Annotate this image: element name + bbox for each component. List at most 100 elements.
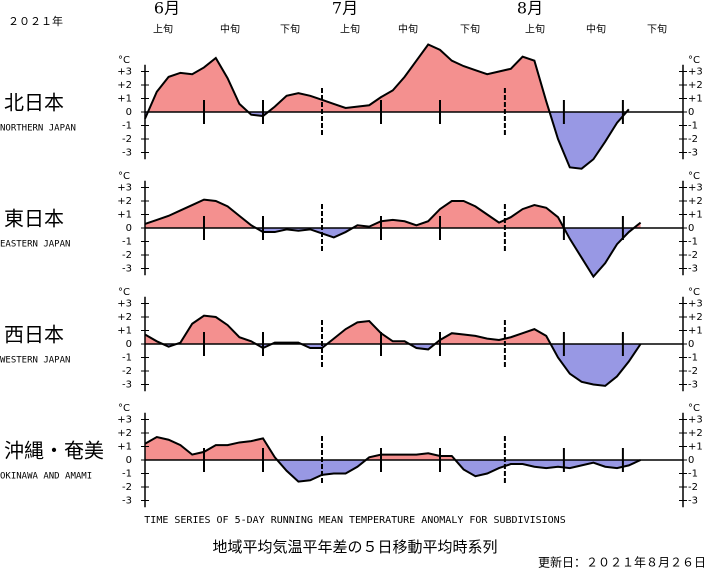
y-tick-label: -3	[688, 380, 698, 391]
y-tick-label: 0	[688, 107, 694, 118]
y-tick-label: +3	[688, 415, 703, 426]
y-tick-label: 0	[126, 339, 132, 350]
period-label: 中旬	[220, 23, 240, 36]
month-label: 7月	[332, 0, 358, 18]
y-tick-label: +2	[688, 312, 703, 323]
period-label: 中旬	[398, 23, 418, 36]
footer-english: TIME SERIES OF 5-DAY RUNNING MEAN TEMPER…	[144, 515, 565, 526]
year-label: ２０２１年	[8, 14, 63, 28]
y-tick-label: -1	[688, 469, 698, 480]
updated-date: 更新日：２０２１年８月２６日	[538, 555, 706, 570]
y-tick-label: +1	[117, 326, 132, 337]
region-subtitle: NORTHERN JAPAN	[0, 124, 76, 134]
y-tick-label: -2	[688, 482, 698, 493]
footer-japanese: 地域平均気温平年差の５日移動平均時系列	[212, 538, 497, 556]
unit-label: °C	[688, 287, 700, 298]
y-tick-label: +1	[117, 442, 132, 453]
region-subtitle: EASTERN JAPAN	[0, 240, 70, 250]
y-tick-label: -2	[122, 366, 132, 377]
y-tick-label: -2	[688, 366, 698, 377]
anomaly-area-pos	[145, 199, 641, 228]
y-tick-label: -1	[688, 353, 698, 364]
y-tick-label: -1	[122, 121, 132, 132]
y-tick-label: -1	[688, 237, 698, 248]
y-tick-label: -3	[122, 148, 132, 159]
y-tick-label: +3	[117, 415, 132, 426]
y-tick-label: 0	[688, 339, 694, 350]
y-tick-label: +3	[688, 299, 703, 310]
y-tick-label: -1	[122, 353, 132, 364]
y-tick-label: 0	[126, 107, 132, 118]
unit-label: °C	[118, 55, 130, 66]
y-tick-label: -2	[688, 134, 698, 145]
y-tick-label: +1	[688, 94, 703, 105]
y-tick-label: -3	[688, 148, 698, 159]
period-label: 中旬	[586, 23, 606, 36]
y-tick-label: +3	[117, 299, 132, 310]
unit-label: °C	[688, 55, 700, 66]
y-tick-label: -1	[122, 237, 132, 248]
y-tick-label: +2	[117, 312, 132, 323]
y-tick-label: +3	[688, 67, 703, 78]
anomaly-line	[144, 435, 642, 483]
y-tick-label: +3	[117, 67, 132, 78]
y-tick-label: +3	[688, 183, 703, 194]
y-tick-label: 0	[126, 223, 132, 234]
y-tick-label: -3	[122, 380, 132, 391]
y-tick-label: +3	[117, 183, 132, 194]
anomaly-area-neg	[145, 112, 629, 169]
y-tick-label: +1	[688, 210, 703, 221]
unit-label: °C	[688, 171, 700, 182]
period-label: 下旬	[647, 23, 667, 36]
period-label: 下旬	[460, 23, 480, 36]
anomaly-line	[144, 43, 630, 170]
y-tick-label: 0	[126, 455, 132, 466]
period-label: 上旬	[525, 23, 545, 36]
y-tick-label: -3	[122, 496, 132, 507]
region-title: 東日本	[4, 207, 64, 231]
y-tick-label: +2	[688, 80, 703, 91]
y-tick-label: 0	[688, 223, 694, 234]
y-tick-label: +2	[688, 196, 703, 207]
period-label: 下旬	[280, 23, 300, 36]
region-title: 北日本	[4, 91, 64, 115]
unit-label: °C	[688, 403, 700, 414]
anomaly-area-neg	[145, 460, 641, 482]
y-tick-label: 0	[688, 455, 694, 466]
y-tick-label: -3	[688, 496, 698, 507]
y-tick-label: +2	[117, 80, 132, 91]
y-tick-label: -3	[122, 264, 132, 275]
month-label: 8月	[517, 0, 543, 18]
unit-label: °C	[118, 287, 130, 298]
anomaly-area-pos	[145, 437, 641, 460]
anomaly-line	[144, 314, 642, 387]
region-title: 沖縄・奄美	[4, 439, 104, 463]
y-tick-label: +1	[117, 210, 132, 221]
anomaly-area-neg	[145, 344, 641, 386]
month-label: 6月	[154, 0, 180, 18]
anomaly-area-pos	[145, 315, 641, 344]
period-label: 上旬	[153, 23, 173, 36]
y-tick-label: +1	[688, 326, 703, 337]
unit-label: °C	[118, 171, 130, 182]
y-tick-label: -3	[688, 264, 698, 275]
region-title: 西日本	[4, 323, 64, 347]
y-tick-label: +2	[688, 428, 703, 439]
region-subtitle: WESTERN JAPAN	[0, 356, 70, 366]
y-tick-label: -1	[122, 469, 132, 480]
y-tick-label: -1	[688, 121, 698, 132]
region-subtitle: OKINAWA AND AMAMI	[0, 472, 92, 482]
y-tick-label: +1	[117, 94, 132, 105]
y-tick-label: -2	[122, 482, 132, 493]
y-tick-label: +2	[117, 428, 132, 439]
anomaly-area-pos	[145, 44, 629, 112]
y-tick-label: -2	[122, 134, 132, 145]
y-tick-label: -2	[688, 250, 698, 261]
y-tick-label: -2	[122, 250, 132, 261]
unit-label: °C	[118, 403, 130, 414]
y-tick-label: +2	[117, 196, 132, 207]
anomaly-line	[144, 198, 642, 279]
period-label: 上旬	[340, 23, 360, 36]
y-tick-label: +1	[688, 442, 703, 453]
